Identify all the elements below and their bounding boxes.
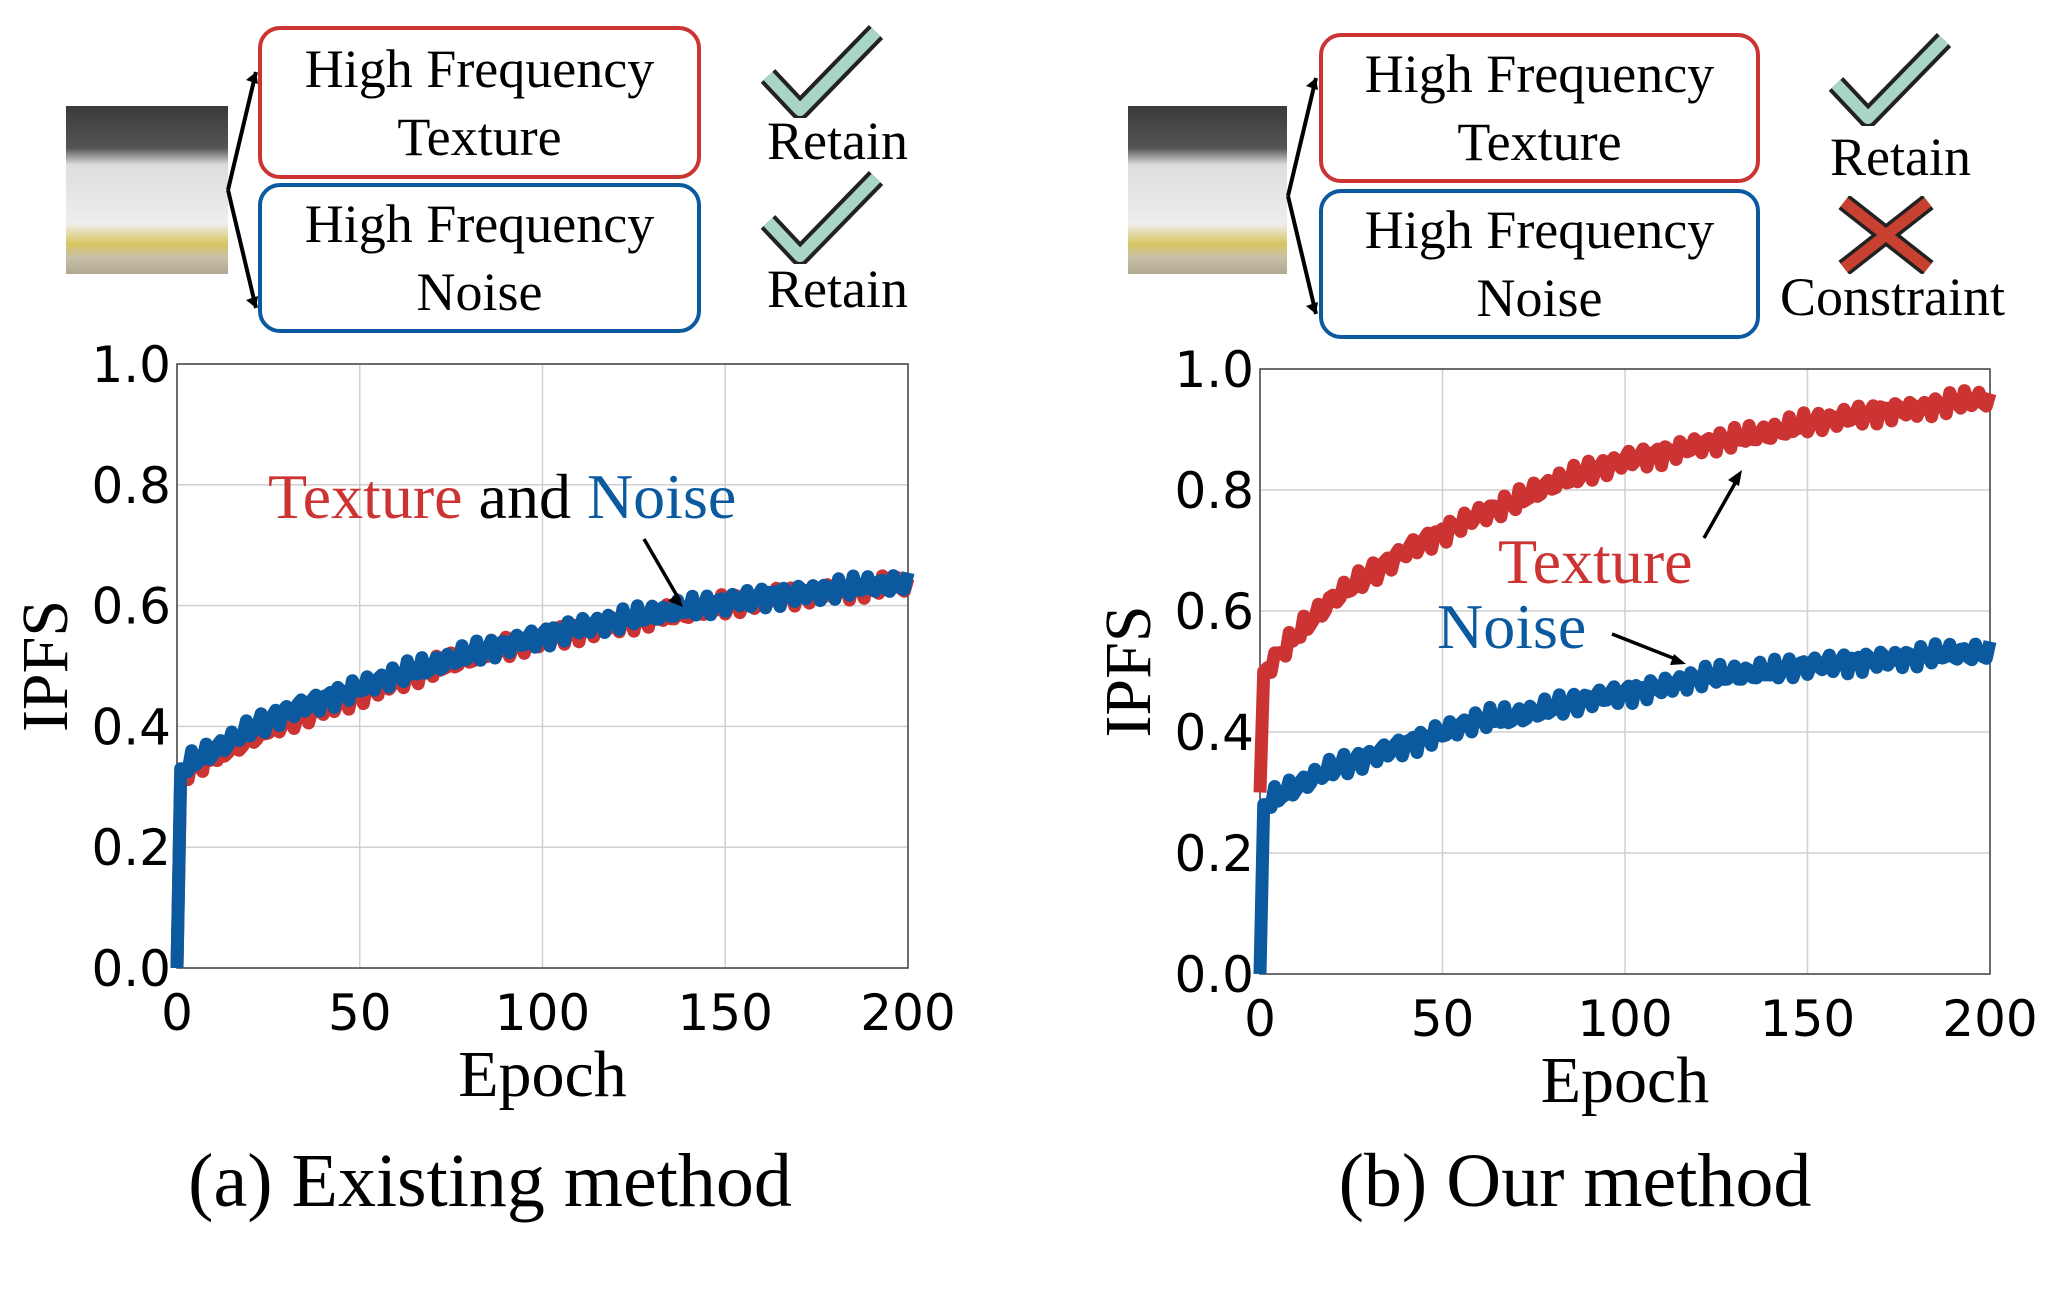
check-icon: [760, 25, 884, 118]
y-tick-label: 0.4: [91, 698, 171, 756]
annotation-arrow-a: [642, 538, 683, 607]
series-line-texture: [1253, 384, 1997, 793]
x-tick-label: 200: [860, 984, 955, 1042]
sample-image-a: [66, 106, 228, 274]
annotation-noise: Noise: [586, 461, 737, 532]
annotation-noise-b: Noise: [1437, 591, 1587, 662]
annotation-texture-b: Texture: [1498, 526, 1693, 597]
series-line-noise: [1253, 637, 1997, 975]
texture-box-line1: High Frequency: [304, 38, 655, 99]
x-tick-label: 200: [1942, 990, 2037, 1048]
y-tick-label: 0.4: [1174, 704, 1254, 762]
annotation-and: and: [462, 461, 587, 532]
x-tick-label: 0: [1244, 990, 1276, 1048]
check-icon: [1828, 33, 1952, 126]
noise-box-line2: Noise: [1476, 268, 1603, 328]
y-tick-label: 0.0: [91, 940, 171, 998]
series-line-noise: [170, 569, 915, 969]
y-tick-label: 0.6: [91, 578, 171, 636]
texture-action-a: Retain: [767, 111, 908, 171]
texture-box-line1: High Frequency: [1364, 44, 1715, 104]
branch-arrows-a: [226, 71, 258, 309]
y-tick-label: 0.8: [91, 457, 171, 515]
texture-box-a: High Frequency Texture: [258, 26, 701, 179]
texture-box-b: High Frequency Texture: [1319, 33, 1760, 183]
x-tick-label: 0: [161, 984, 193, 1042]
y-tick-label: 0.6: [1174, 583, 1254, 641]
y-axis-label: IPFS: [9, 600, 82, 732]
noise-action-a: Retain: [767, 259, 908, 319]
y-tick-label: 1.0: [91, 336, 171, 394]
x-tick-label: 100: [1577, 990, 1672, 1048]
texture-action-b: Retain: [1830, 127, 1971, 187]
annotation-texture: Texture: [268, 461, 463, 532]
sample-image-b: [1128, 106, 1287, 274]
y-tick-label: 0.0: [1174, 946, 1254, 1004]
noise-box-line1: High Frequency: [1364, 200, 1715, 260]
noise-box-a: High Frequency Noise: [258, 183, 701, 333]
texture-box-line2: Texture: [1457, 112, 1622, 172]
noise-box-line1: High Frequency: [304, 194, 655, 254]
y-tick-label: 0.2: [1174, 825, 1254, 883]
y-tick-label: 0.8: [1174, 462, 1254, 520]
x-tick-label: 50: [1411, 990, 1475, 1048]
x-tick-label: 150: [1760, 990, 1855, 1048]
chart-existing-method: 0 50 100 150 200 0.0 0.2 0.4 0.6 0.8 1.0 Epoch IPFS: [9, 336, 956, 1111]
texture-box-line2: Texture: [397, 106, 562, 167]
noise-box-line2: Noise: [416, 262, 543, 322]
y-axis-label: IPFS: [1092, 605, 1165, 737]
caption-a: (a) Existing method: [188, 1139, 792, 1223]
caption-b: (b) Our method: [1338, 1139, 1812, 1223]
annotation-a: Texture and Noise: [268, 460, 736, 534]
x-axis-label: Epoch: [458, 1038, 627, 1111]
branch-arrows-b: [1286, 77, 1318, 315]
check-icon: [760, 171, 884, 264]
cross-icon: [1838, 196, 1934, 274]
annotation-arrow-texture-b: [1702, 470, 1742, 539]
annotation-arrow-noise-b: [1611, 632, 1686, 665]
y-tick-label: 1.0: [1174, 341, 1254, 399]
plot-frame: [176, 363, 909, 969]
x-tick-label: 100: [495, 984, 590, 1042]
x-axis-label: Epoch: [1541, 1044, 1710, 1117]
noise-box-b: High Frequency Noise: [1319, 189, 1760, 339]
x-tick-label: 150: [678, 984, 773, 1042]
noise-action-b: Constraint: [1780, 267, 2005, 327]
x-tick-label: 50: [328, 984, 392, 1042]
y-tick-label: 0.2: [91, 819, 171, 877]
